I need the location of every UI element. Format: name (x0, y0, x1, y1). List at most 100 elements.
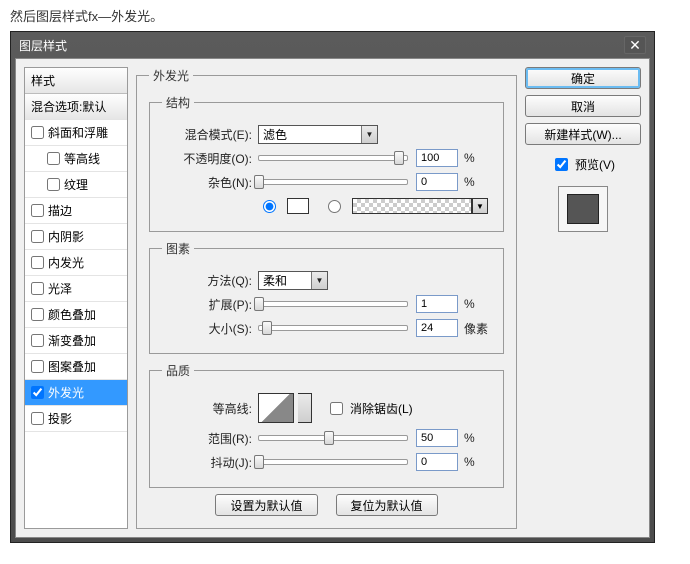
preview-checkbox[interactable]: 预览(V) (525, 155, 641, 174)
style-label: 图案叠加 (48, 358, 96, 375)
preview-swatch (558, 186, 608, 232)
chevron-down-icon: ▼ (472, 198, 488, 214)
quality-fieldset: 品质 等高线: 消除锯齿(L) 范围(R): 50 % (149, 362, 504, 488)
style-label: 纹理 (64, 176, 88, 193)
ok-button[interactable]: 确定 (525, 67, 641, 89)
style-checkbox[interactable] (31, 412, 44, 425)
style-row-6[interactable]: 光泽 (25, 276, 127, 302)
reset-default-button[interactable]: 复位为默认值 (336, 494, 438, 516)
size-label: 大小(S): (162, 320, 252, 337)
outer-glow-main-fieldset: 外发光 结构 混合模式(E): 滤色 不透明度(O): 100 (136, 67, 517, 529)
style-label: 投影 (48, 410, 72, 427)
method-value: 柔和 (263, 272, 287, 289)
gradient-radio[interactable] (323, 197, 344, 216)
style-checkbox[interactable] (31, 360, 44, 373)
style-row-10[interactable]: 外发光 (25, 380, 127, 406)
style-label: 内发光 (48, 254, 84, 271)
style-row-2[interactable]: 纹理 (25, 172, 127, 198)
styles-header[interactable]: 样式 (25, 68, 127, 94)
style-row-1[interactable]: 等高线 (25, 146, 127, 172)
method-label: 方法(Q): (162, 272, 252, 289)
noise-value[interactable]: 0 (416, 173, 458, 191)
opacity-slider[interactable] (258, 155, 408, 161)
style-checkbox[interactable] (31, 386, 44, 399)
new-style-button[interactable]: 新建样式(W)... (525, 123, 641, 145)
contour-dropdown[interactable] (298, 393, 312, 423)
style-checkbox[interactable] (31, 256, 44, 269)
jitter-value[interactable]: 0 (416, 453, 458, 471)
chevron-down-icon (311, 272, 327, 289)
size-slider[interactable] (258, 325, 408, 331)
settings-panel: 外发光 结构 混合模式(E): 滤色 不透明度(O): 100 (136, 67, 517, 529)
style-checkbox[interactable] (31, 282, 44, 295)
style-checkbox[interactable] (31, 126, 44, 139)
style-label: 光泽 (48, 280, 72, 297)
style-row-5[interactable]: 内发光 (25, 250, 127, 276)
style-checkbox[interactable] (31, 334, 44, 347)
style-row-9[interactable]: 图案叠加 (25, 354, 127, 380)
close-button[interactable]: ✕ (624, 36, 646, 54)
style-row-4[interactable]: 内阴影 (25, 224, 127, 250)
gradient-swatch[interactable]: ▼ (352, 198, 472, 214)
set-default-button[interactable]: 设置为默认值 (215, 494, 317, 516)
style-label: 描边 (48, 202, 72, 219)
dialog-title: 图层样式 (19, 37, 67, 54)
spread-slider[interactable] (258, 301, 408, 307)
titlebar: 图层样式 ✕ (11, 32, 654, 58)
color-swatch[interactable] (287, 198, 309, 214)
contour-picker[interactable] (258, 393, 294, 423)
cancel-button[interactable]: 取消 (525, 95, 641, 117)
structure-legend: 结构 (162, 94, 194, 111)
style-checkbox[interactable] (47, 152, 60, 165)
opacity-label: 不透明度(O): (162, 150, 252, 167)
style-checkbox[interactable] (31, 230, 44, 243)
page-caption: 然后图层样式fx—外发光。 (0, 0, 690, 31)
contour-label: 等高线: (162, 400, 252, 417)
style-row-3[interactable]: 描边 (25, 198, 127, 224)
range-value[interactable]: 50 (416, 429, 458, 447)
opacity-unit: % (464, 151, 475, 165)
style-row-7[interactable]: 颜色叠加 (25, 302, 127, 328)
styles-panel: 样式 混合选项:默认 斜面和浮雕等高线纹理描边内阴影内发光光泽颜色叠加渐变叠加图… (24, 67, 128, 529)
style-checkbox[interactable] (31, 204, 44, 217)
style-checkbox[interactable] (47, 178, 60, 191)
style-row-0[interactable]: 斜面和浮雕 (25, 120, 127, 146)
close-icon: ✕ (629, 37, 641, 54)
method-combo[interactable]: 柔和 (258, 271, 328, 290)
jitter-slider[interactable] (258, 459, 408, 465)
style-label: 外发光 (48, 384, 84, 401)
structure-fieldset: 结构 混合模式(E): 滤色 不透明度(O): 100 % (149, 94, 504, 232)
style-checkbox[interactable] (31, 308, 44, 321)
right-panel: 确定 取消 新建样式(W)... 预览(V) (525, 67, 641, 529)
color-radio[interactable] (258, 197, 279, 216)
style-label: 斜面和浮雕 (48, 124, 108, 141)
preview-swatch-inner (567, 194, 599, 224)
style-label: 内阴影 (48, 228, 84, 245)
range-label: 范围(R): (162, 430, 252, 447)
blend-mode-label: 混合模式(E): (162, 126, 252, 143)
chevron-down-icon (361, 126, 377, 143)
spread-value[interactable]: 1 (416, 295, 458, 313)
noise-unit: % (464, 175, 475, 189)
blend-mode-value: 滤色 (263, 126, 287, 143)
style-label: 渐变叠加 (48, 332, 96, 349)
anti-alias-checkbox[interactable]: 消除锯齿(L) (326, 399, 413, 418)
noise-label: 杂色(N): (162, 174, 252, 191)
style-row-11[interactable]: 投影 (25, 406, 127, 432)
style-label: 等高线 (64, 150, 100, 167)
noise-slider[interactable] (258, 179, 408, 185)
dialog-body: 样式 混合选项:默认 斜面和浮雕等高线纹理描边内阴影内发光光泽颜色叠加渐变叠加图… (15, 58, 650, 538)
spread-label: 扩展(P): (162, 296, 252, 313)
size-value[interactable]: 24 (416, 319, 458, 337)
jitter-unit: % (464, 455, 475, 469)
size-unit: 像素 (464, 320, 488, 337)
range-slider[interactable] (258, 435, 408, 441)
blend-options-row[interactable]: 混合选项:默认 (25, 94, 127, 120)
style-row-8[interactable]: 渐变叠加 (25, 328, 127, 354)
anti-alias-label: 消除锯齿(L) (350, 400, 413, 417)
spread-unit: % (464, 297, 475, 311)
elements-fieldset: 图素 方法(Q): 柔和 扩展(P): 1 % (149, 240, 504, 354)
jitter-label: 抖动(J): (162, 454, 252, 471)
opacity-value[interactable]: 100 (416, 149, 458, 167)
blend-mode-combo[interactable]: 滤色 (258, 125, 378, 144)
